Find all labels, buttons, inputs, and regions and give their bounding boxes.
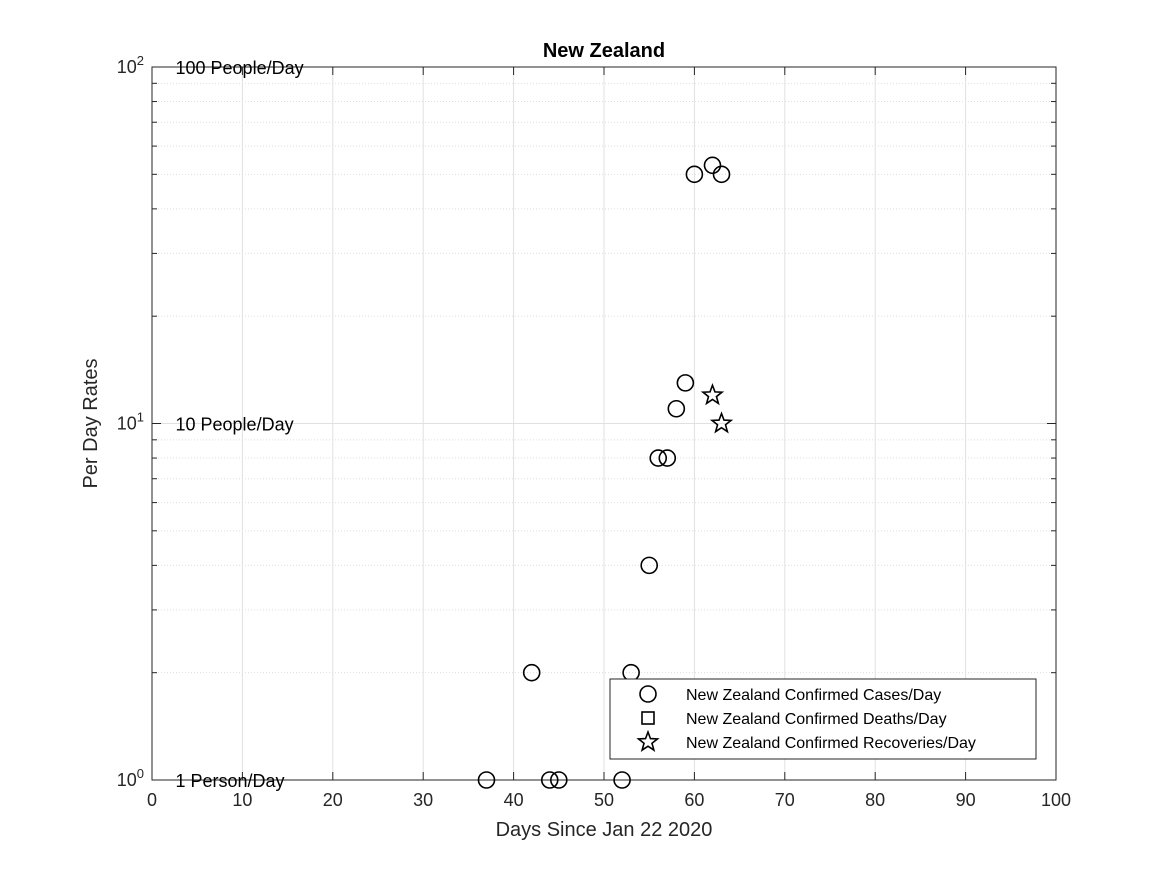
legend-marker-circle [639,685,657,703]
y-tick-label: 102 [117,53,144,77]
x-axis-label: Days Since Jan 22 2020 [496,819,713,841]
case-point [549,771,568,789]
x-tick-label: 0 [147,790,157,810]
case-point [477,771,496,789]
x-tick-label: 20 [323,790,343,810]
y-axis-label: Per Day Rates [80,358,102,488]
x-tick-label: 80 [865,790,885,810]
case-point [703,156,722,175]
legend-entry-label: New Zealand Confirmed Cases/Day [686,687,941,704]
legend-entry-label: New Zealand Confirmed Recoveries/Day [686,735,976,752]
case-point [685,165,704,184]
annotation-label: 100 People/Day [176,58,304,78]
minor-grid [152,82,1056,674]
case-point [658,449,677,467]
y-axis-ticks: 100 101 102 [117,53,1056,790]
data-points [477,156,734,789]
x-tick-label: 60 [684,790,704,810]
legend-entry-label: New Zealand Confirmed Deaths/Day [686,711,947,728]
major-grid [152,67,1056,780]
legend-marker-square [641,711,655,725]
legend-marker-star [636,729,660,752]
y-tick-label: 100 [117,766,144,790]
case-point [640,556,659,575]
case-point [676,374,695,392]
x-tick-label: 100 [1041,790,1071,810]
case-point [712,165,731,184]
annotations: 100 People/Day 10 People/Day 1 Person/Day [176,58,304,791]
x-tick-label: 10 [232,790,252,810]
case-point [522,663,541,682]
legend: New Zealand Confirmed Cases/Day New Zeala… [609,678,1037,760]
x-axis-ticks: 0 10 20 30 40 50 60 70 80 90 100 [147,67,1071,810]
case-point [613,771,631,789]
chart-title: New Zealand [543,40,665,62]
x-tick-label: 30 [413,790,433,810]
recovery-point [709,411,734,434]
y-tick-label: 101 [117,410,144,434]
annotation-label: 1 Person/Day [176,771,285,791]
x-tick-label: 90 [956,790,976,810]
case-point [649,449,668,467]
x-tick-label: 50 [594,790,614,810]
recovery-point [700,382,725,406]
annotation-label: 10 People/Day [176,415,294,435]
case-point [540,771,559,789]
x-tick-label: 70 [775,790,795,810]
plot-axes: 0 10 20 30 40 50 60 70 80 90 100 100 101 102 100 Peo… [117,53,1071,810]
legend-box [609,678,1037,760]
x-tick-label: 40 [504,790,524,810]
case-point [667,399,686,418]
